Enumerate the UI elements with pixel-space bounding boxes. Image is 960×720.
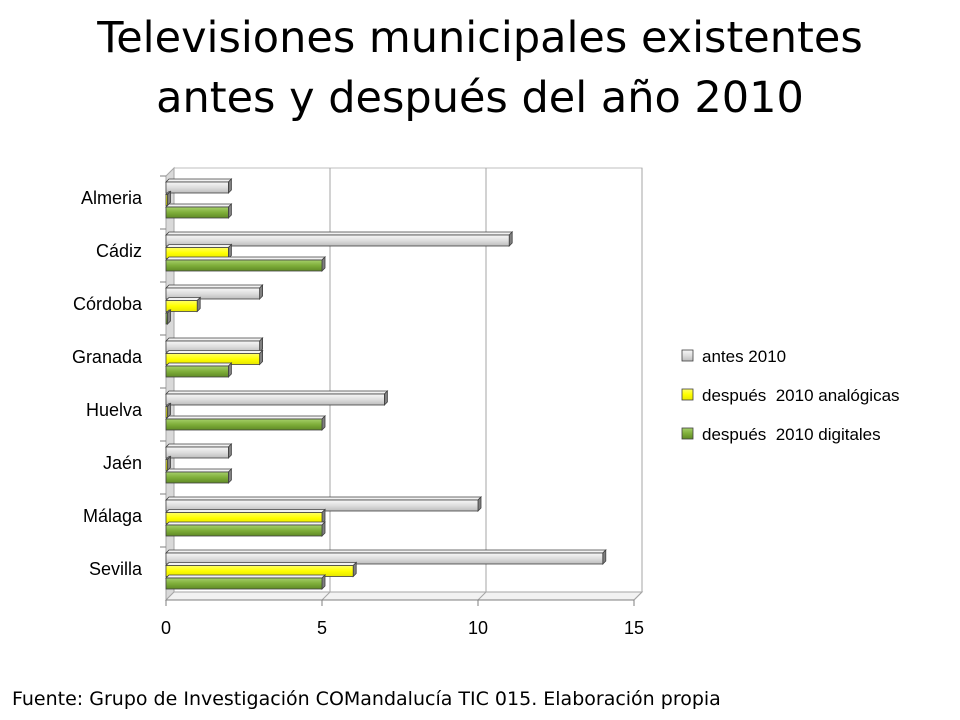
bar	[165, 337, 264, 353]
x-tick-label: 10	[468, 618, 488, 638]
y-category-label: Almeria	[81, 188, 143, 208]
legend-swatch	[681, 427, 694, 440]
bar	[165, 231, 514, 247]
legend: antes 2010 después 2010 analógicas después…	[681, 347, 900, 444]
chart-title-line-1: Televisiones municipales existentes	[97, 13, 863, 63]
bar	[165, 362, 233, 378]
x-gridline	[477, 168, 487, 601]
y-category-label: Córdoba	[73, 294, 143, 314]
legend-label: después 2010 digitales	[702, 425, 881, 444]
x-tick-label: 0	[161, 618, 171, 638]
legend-label: antes 2010	[702, 347, 786, 366]
chart-title-line-2: antes y después del año 2010	[156, 73, 804, 123]
bar	[165, 190, 172, 207]
source-note: Fuente: Grupo de Investigación COMandalu…	[12, 688, 721, 710]
legend-item: después 2010 digitales	[681, 425, 881, 444]
bar	[165, 390, 389, 406]
bar	[165, 508, 326, 525]
bar	[165, 496, 482, 512]
x-tick-label: 5	[317, 618, 327, 638]
bar	[165, 256, 326, 272]
floor	[164, 591, 644, 601]
y-category-label: Huelva	[86, 400, 143, 420]
bar	[165, 415, 326, 431]
x-gridline	[633, 168, 643, 601]
legend-swatch	[681, 388, 694, 401]
axis-labels: 0 5 10 15 Almeria Cádiz Córdoba Granada Huelva Ja…	[72, 188, 644, 638]
bar	[165, 443, 233, 459]
bar	[165, 296, 202, 313]
y-category-label: Cádiz	[96, 241, 142, 261]
y-category-label: Sevilla	[89, 559, 143, 579]
legend-item: antes 2010	[681, 347, 786, 366]
bar	[165, 561, 358, 578]
bar	[165, 574, 326, 590]
x-gridline	[321, 168, 331, 601]
bar	[165, 243, 233, 260]
y-category-label: Málaga	[83, 506, 143, 526]
y-category-label: Granada	[72, 347, 143, 367]
bar	[165, 203, 233, 219]
chart-title: Televisiones municipales existentes ante…	[0, 8, 960, 128]
bar	[165, 178, 233, 194]
bar	[165, 468, 233, 484]
bar	[165, 309, 172, 325]
bar	[165, 349, 264, 366]
bar	[165, 455, 172, 472]
y-category-label: Jaén	[103, 453, 142, 473]
legend-swatch	[681, 349, 694, 362]
bar	[165, 549, 607, 565]
legend-item: después 2010 analógicas	[681, 386, 900, 405]
legend-label: después 2010 analógicas	[702, 386, 900, 405]
bar	[165, 402, 172, 419]
bar	[165, 521, 326, 537]
bars	[165, 178, 607, 590]
bar	[165, 284, 264, 300]
x-tick-label: 15	[624, 618, 644, 638]
